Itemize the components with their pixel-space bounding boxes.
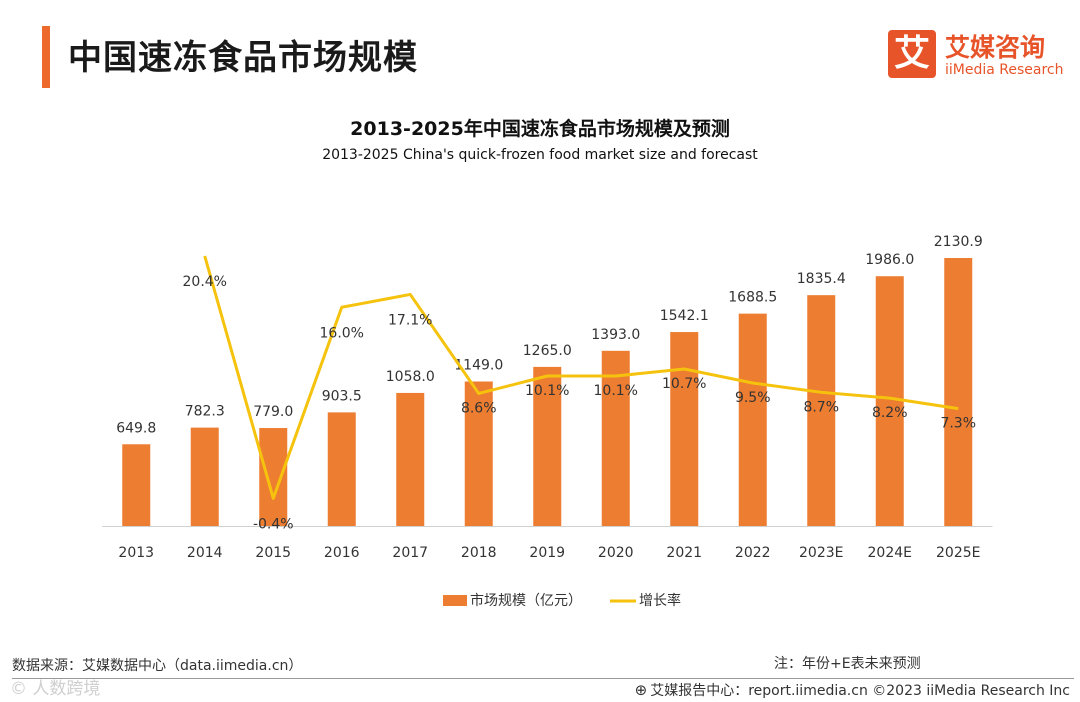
footer-report-text: 艾媒报告中心：report.iimedia.cn ©2023 iiMedia R…: [650, 683, 1070, 699]
growth-label-2022: 9.5%: [735, 390, 771, 406]
x-tick-2016: 2016: [324, 545, 360, 561]
legend-bar-label: 市场规模（亿元）: [470, 592, 582, 609]
bar-label-2025E: 2130.9: [934, 234, 983, 250]
x-tick-2021: 2021: [666, 545, 702, 561]
bar-label-2020: 1393.0: [591, 327, 640, 343]
bar-2018: [464, 381, 493, 526]
x-tick-2013: 2013: [118, 545, 154, 561]
bar-2013: [122, 444, 151, 526]
growth-label-2021: 10.7%: [662, 376, 706, 392]
bar-2019: [533, 366, 562, 526]
bar-2020: [601, 350, 630, 526]
footer-source: 数据来源：艾媒数据中心（data.iimedia.cn）: [12, 658, 303, 674]
bar-label-2024E: 1986.0: [865, 252, 914, 268]
bar-label-2017: 1058.0: [386, 369, 435, 385]
bar-label-2014: 782.3: [185, 404, 225, 420]
x-tick-2025E: 2025E: [936, 545, 980, 561]
x-tick-2018: 2018: [461, 545, 497, 561]
growth-label-2017: 17.1%: [388, 312, 432, 328]
bar-2014: [190, 427, 219, 526]
growth-label-2014: 20.4%: [183, 274, 227, 290]
page-title: 中国速冻食品市场规模: [68, 38, 418, 78]
growth-label-2018: 8.6%: [461, 400, 497, 416]
growth-label-2025E: 7.3%: [940, 416, 976, 432]
bar-2021: [670, 332, 699, 526]
x-tick-2019: 2019: [529, 545, 565, 561]
legend-line-label: 增长率: [639, 592, 681, 609]
watermark: © 人数跨境: [10, 679, 101, 699]
growth-label-2016: 16.0%: [320, 325, 364, 341]
legend-bar-swatch: [443, 595, 467, 606]
x-tick-2015: 2015: [255, 545, 291, 561]
bar-2024E: [875, 276, 904, 526]
growth-label-2015: -0.4%: [253, 516, 294, 532]
bar-label-2019: 1265.0: [523, 343, 572, 359]
bar-label-2021: 1542.1: [660, 308, 709, 324]
bar-label-2016: 903.5: [322, 388, 362, 404]
chart-subtitle: 2013-2025 China's quick-frozen food mark…: [322, 147, 758, 163]
market-size-chart: 649.8 2013 782.3 2014 779.0 2015 903.5 2016 1058…: [102, 234, 993, 609]
x-tick-2024E: 2024E: [868, 545, 912, 561]
bar-label-2018: 1149.0: [454, 357, 503, 373]
growth-label-2020: 10.1%: [594, 383, 638, 399]
x-tick-2014: 2014: [187, 545, 223, 561]
chart-title: 2013-2025年中国速冻食品市场规模及预测: [350, 118, 730, 140]
bar-label-2013: 649.8: [116, 420, 156, 436]
bar-label-2023E: 1835.4: [797, 271, 846, 287]
logo-name-en: iiMedia Research: [945, 62, 1064, 78]
logo-name-cn: 艾媒咨询: [945, 33, 1046, 62]
iimedia-logo: 艾 艾媒咨询 iiMedia Research: [888, 30, 1068, 86]
footer-report: ⊕ 艾媒报告中心：report.iimedia.cn ©2023 iiMedia …: [635, 680, 1070, 700]
bar-2015: [259, 428, 288, 526]
bar-2023E: [807, 295, 836, 526]
bar-label-2022: 1688.5: [728, 290, 777, 306]
bar-2016: [327, 412, 356, 526]
growth-rate-line: [203, 255, 959, 500]
x-tick-2023E: 2023E: [799, 545, 843, 561]
bar-2022: [738, 313, 767, 526]
bar-label-2015: 779.0: [253, 404, 293, 420]
growth-label-2019: 10.1%: [525, 383, 569, 399]
x-tick-2020: 2020: [598, 545, 634, 561]
title-accent-bar: [42, 26, 50, 88]
bar-2025E: [944, 258, 973, 526]
bar-2017: [396, 392, 425, 526]
globe-icon: ⊕: [634, 681, 648, 699]
growth-label-2024E: 8.2%: [872, 405, 908, 421]
growth-label-2023E: 8.7%: [803, 399, 839, 415]
logo-mark: 艾: [888, 30, 936, 78]
x-tick-2022: 2022: [735, 545, 771, 561]
x-tick-2017: 2017: [392, 545, 428, 561]
footer-note: 注：年份+E表未来预测: [774, 656, 921, 672]
footer-divider: [12, 678, 1074, 679]
